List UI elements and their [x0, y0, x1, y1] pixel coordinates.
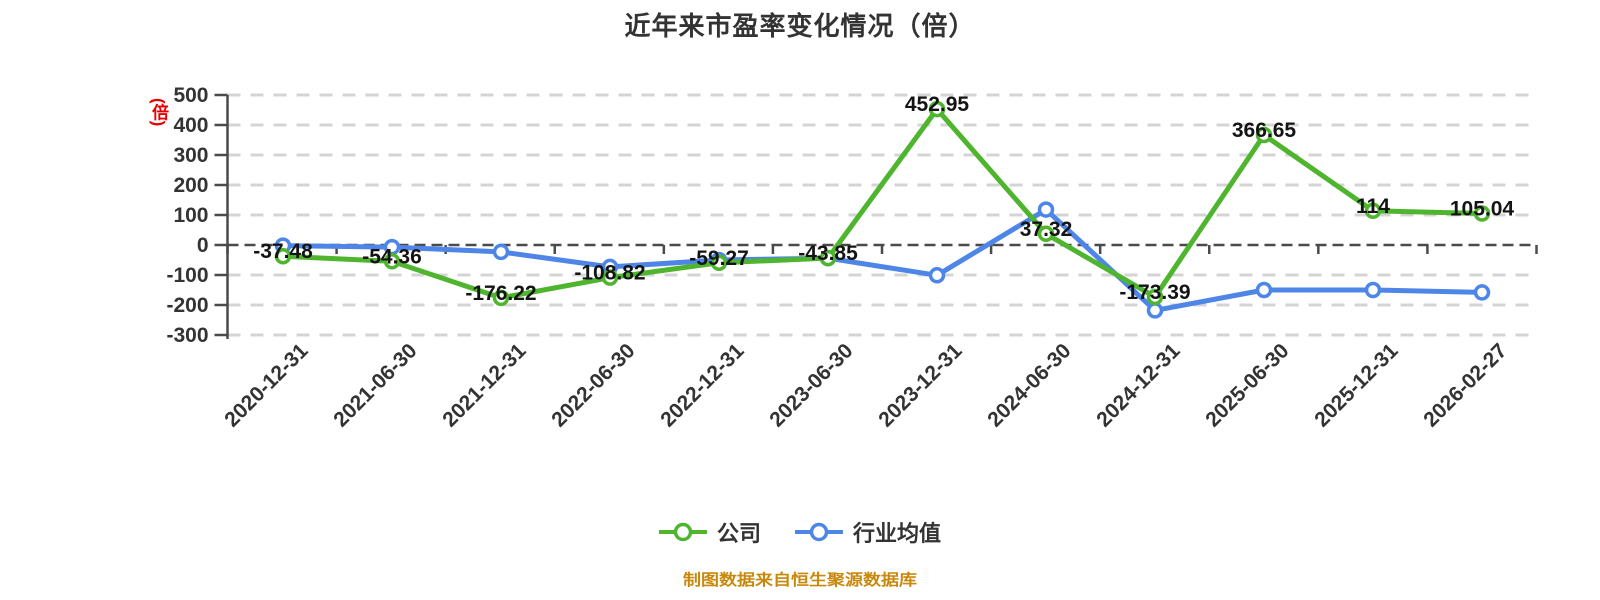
y-tick-label: -200	[166, 294, 208, 317]
series-line-公司	[280, 106, 1485, 301]
data-point	[1473, 284, 1491, 301]
data-label: 366.65	[1232, 119, 1297, 142]
industry-series-marker-icon	[795, 522, 843, 542]
data-point	[383, 253, 401, 270]
y-tick-label: -300	[166, 324, 208, 347]
source-note: 制图数据来自恒生聚源数据库	[683, 571, 917, 589]
x-tick-label: 2024-12-31	[1092, 339, 1184, 431]
data-label: -108.82	[574, 262, 645, 285]
data-point	[928, 267, 946, 284]
series-line-行业均值	[280, 207, 1485, 313]
data-label: -173.39	[1119, 281, 1190, 304]
data-label: 452.95	[905, 93, 970, 116]
data-point	[819, 249, 837, 267]
data-point	[1255, 126, 1273, 144]
data-point	[1255, 281, 1273, 299]
chart-title: 近年来市盈率变化情况（倍）	[624, 11, 976, 41]
x-tick-label: 2025-06-30	[1201, 339, 1293, 431]
legend-label-company: 公司	[716, 521, 761, 546]
data-label: -59.27	[689, 247, 749, 270]
x-tick-label: 2023-06-30	[765, 339, 857, 431]
data-point	[601, 269, 619, 286]
x-tick-label: 2021-12-31	[438, 339, 530, 431]
x-tick-label: 2022-12-31	[656, 339, 748, 431]
x-tick-label: 2026-02-27	[1419, 339, 1511, 431]
y-tick-label: 400	[173, 114, 208, 137]
x-tick-label: 2023-12-31	[874, 339, 966, 431]
data-point	[1146, 302, 1164, 319]
data-point	[492, 289, 510, 307]
y-tick-label: 0	[197, 234, 209, 257]
y-tick-label: 300	[173, 144, 208, 167]
legend-label-industry: 行业均值	[853, 521, 942, 546]
y-tick-label: 200	[173, 174, 208, 197]
data-label: -54.36	[362, 245, 422, 268]
x-tick-label: 2022-06-30	[547, 339, 639, 431]
data-label: -176.22	[465, 282, 536, 305]
data-label: 114	[1356, 195, 1390, 218]
data-point	[1146, 288, 1164, 306]
legend-item-company[interactable]: 公司	[658, 516, 761, 548]
data-point	[274, 247, 292, 265]
data-label: -37.48	[253, 240, 313, 263]
legend-item-industry[interactable]: 行业均值	[795, 516, 941, 548]
data-point	[710, 254, 728, 272]
y-tick-label: 500	[173, 84, 208, 107]
x-tick-label: 2024-06-30	[983, 339, 1075, 431]
data-point	[492, 243, 510, 261]
y-tick-label: -100	[166, 264, 208, 287]
data-label: 105.04	[1450, 197, 1515, 220]
x-tick-label: 2020-12-31	[220, 339, 312, 431]
data-label: -43.85	[798, 242, 858, 265]
data-point	[928, 100, 946, 118]
data-point	[1364, 202, 1382, 220]
x-tick-label: 2025-12-31	[1310, 339, 1402, 431]
y-axis-unit-label: (倍)	[149, 98, 168, 127]
data-point	[1364, 281, 1382, 299]
data-point	[1037, 225, 1055, 243]
y-tick-label: 100	[173, 204, 208, 227]
data-label: 37.32	[1020, 218, 1073, 241]
x-tick-label: 2021-06-30	[329, 339, 421, 431]
data-point	[1473, 205, 1491, 222]
data-point	[1037, 201, 1055, 218]
company-series-marker-icon	[658, 522, 707, 542]
legend: 公司 行业均值	[0, 516, 1600, 548]
